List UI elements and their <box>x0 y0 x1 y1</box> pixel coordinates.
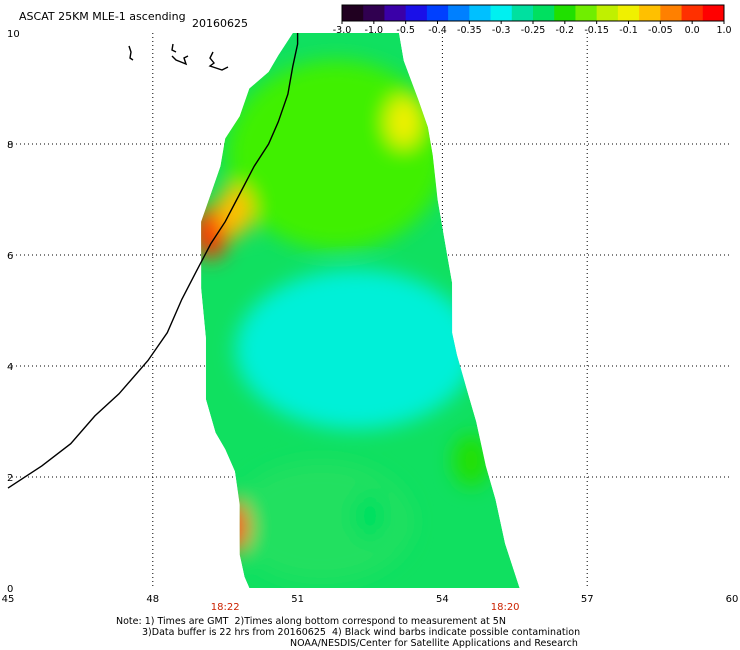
colorbar-label-13: 1.0 <box>716 25 731 36</box>
colorbar-swatch-10 <box>533 5 555 21</box>
coastline <box>7 33 299 489</box>
colorbar-label-12: 0.0 <box>685 25 700 36</box>
colorbar-swatch-2 <box>363 5 385 21</box>
swath-zone-central <box>235 269 476 430</box>
island-3 <box>208 51 229 71</box>
swath-anomaly-2 <box>216 184 253 237</box>
colorbar-swatch-9 <box>511 5 534 21</box>
colorbar-label-2: -1.0 <box>365 25 384 36</box>
y-tick-label-6: 6 <box>7 251 13 262</box>
x-tick-label-54: 54 <box>436 594 449 605</box>
colorbar-swatch-1 <box>342 5 364 21</box>
x-tick-label-51: 51 <box>291 594 304 605</box>
footer-note-2: 3)Data buffer is 22 hrs from 20160625 4)… <box>142 627 581 638</box>
y-tick-label-10: 10 <box>7 29 20 40</box>
swath-anomaly-3 <box>212 500 249 553</box>
colorbar-swatch-17 <box>681 5 704 21</box>
x-tick-label-45: 45 <box>2 594 15 605</box>
footer-note-1: Note: 1) Times are GMT 2)Times along bot… <box>116 616 506 627</box>
colorbar-swatch-6 <box>448 5 470 21</box>
colorbar-swatch-7 <box>469 5 492 21</box>
colorbar-label-9: -0.15 <box>584 25 609 36</box>
swath-anomaly-5 <box>453 434 490 487</box>
colorbar-label-5: -0.35 <box>457 25 482 36</box>
time-label-2: 18:20 <box>491 602 520 613</box>
axes: 45 48 51 54 57 60 0 2 4 6 8 10 18:22 18:20 <box>2 29 739 613</box>
colorbar-label-11: -0.05 <box>648 25 673 36</box>
map-date: 20160625 <box>192 17 248 30</box>
islands <box>128 43 229 71</box>
colorbar-label-4: -0.4 <box>428 25 447 36</box>
x-tick-label-60: 60 <box>726 594 739 605</box>
swath-anomaly-4 <box>385 95 422 148</box>
x-tick-label-48: 48 <box>146 594 159 605</box>
time-label-1: 18:22 <box>211 602 240 613</box>
colorbar-swatch-5 <box>426 5 449 21</box>
wind-swath <box>201 33 520 588</box>
y-tick-label-0: 0 <box>7 584 13 595</box>
map-title: ASCAT 25KM MLE-1 ascending <box>19 10 186 23</box>
swath-anomaly-6 <box>352 489 388 542</box>
x-tick-label-57: 57 <box>581 594 594 605</box>
colorbar-label-1: -3.0 <box>333 25 352 36</box>
colorbar-swatch-3 <box>384 5 407 21</box>
y-tick-label-2: 2 <box>7 473 13 484</box>
colorbar: -3.0 -1.0 -0.5 -0.4 -0.35 -0.3 -0.25 -0.2 -0.15-… <box>333 4 732 36</box>
colorbar-label-7: -0.25 <box>521 25 546 36</box>
colorbar-label-8: -0.2 <box>556 25 575 36</box>
colorbar-swatch-14 <box>617 5 640 21</box>
colorbar-label-10: -0.1 <box>619 25 638 36</box>
swath-zone-north <box>226 60 447 251</box>
colorbar-label-6: -0.3 <box>492 25 511 36</box>
colorbar-swatch-11 <box>554 5 576 21</box>
y-tick-label-8: 8 <box>7 140 13 151</box>
colorbar-swatch-8 <box>490 5 513 21</box>
colorbar-swatch-18 <box>702 5 725 21</box>
island-1 <box>128 45 134 61</box>
colorbar-swatch-16 <box>660 5 683 21</box>
colorbar-swatch-4 <box>405 5 428 21</box>
footer-note-3: NOAA/NESDIS/Center for Satellite Applica… <box>290 638 578 649</box>
colorbar-swatch-13 <box>596 5 619 21</box>
colorbar-label-3: -0.5 <box>396 25 415 36</box>
colorbar-swatch-15 <box>639 5 661 21</box>
colorbar-swatch-12 <box>575 5 598 21</box>
y-tick-label-4: 4 <box>7 362 13 373</box>
island-2 <box>171 43 189 66</box>
